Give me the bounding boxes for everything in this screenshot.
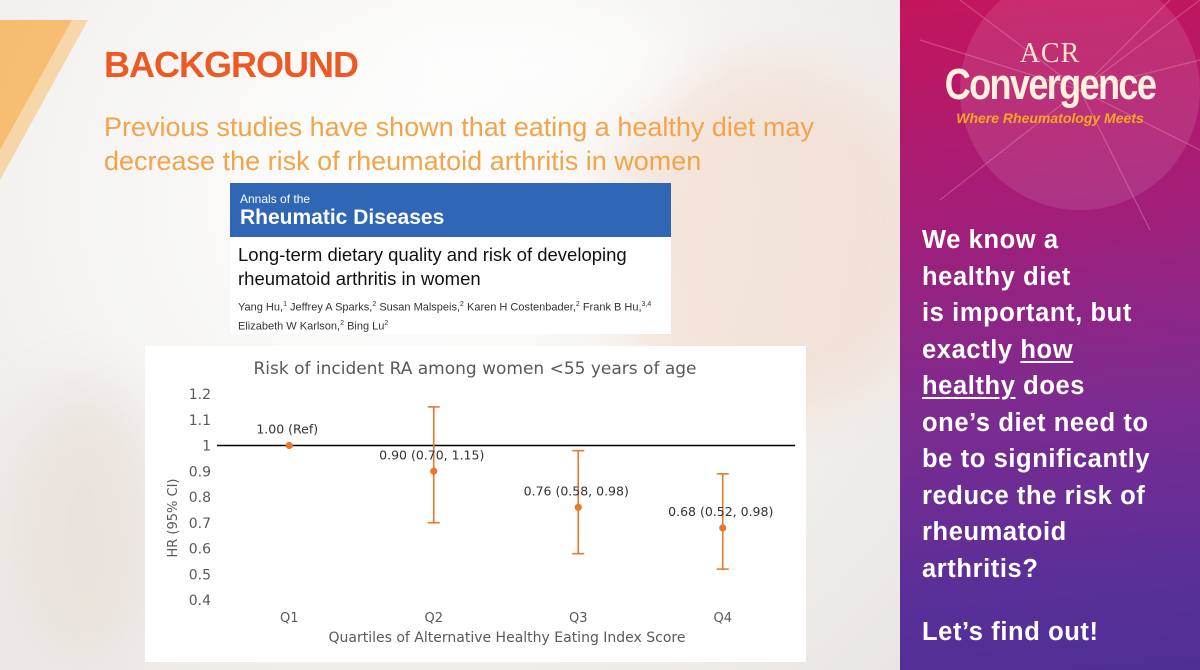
data-point [430,467,438,475]
x-tick-label: Q2 [424,611,443,626]
x-tick-label: Q1 [280,611,299,626]
author-affiliation: 2 [340,319,345,327]
question-line: reduce the risk of [922,481,1146,510]
data-label: 0.68 (0.52, 0.98) [668,504,773,519]
y-tick-label: 0.9 [189,464,211,480]
logo-convergence: Convergence [944,60,1157,109]
question-line: does [1015,372,1086,400]
logo-acr: ACR [1019,38,1081,69]
subtitle-line-2: decrease the risk of rheumatoid arthriti… [104,146,702,176]
question-line: rheumatoid [922,518,1067,546]
hr-chart: Risk of incident RA among women <55 year… [166,359,795,646]
data-point [574,503,582,511]
author: Frank B Hu, [579,301,642,314]
author: Yang Hu, [238,301,284,314]
data-label: 1.00 (Ref) [256,422,318,437]
y-tick-label: 1 [202,439,211,455]
emphasis-healthy: healthy [922,372,1016,400]
paper-header-image: Annals of the Rheumatic Diseases Long-te… [230,183,671,334]
x-tick-label: Q3 [569,611,588,626]
journal-banner: Annals of the Rheumatic Diseases [230,183,671,237]
author: Jeffrey A Sparks, [286,301,373,314]
logo-tagline: Where Rheumatology Meets [956,110,1144,126]
question-line: exactly [922,335,1021,364]
question-line: one’s diet need to [922,408,1149,437]
sidebar-panel: ACR Convergence Where Rheumatology Meets… [900,0,1200,670]
y-tick-label: 0.7 [189,516,211,532]
y-tick-label: 0.5 [189,567,211,583]
journal-prefix: Annals of the [240,192,311,206]
author-affiliation: 2 [575,301,580,308]
chart-title: Risk of incident RA among women <55 year… [253,359,696,379]
data-label: 0.76 (0.58, 0.98) [524,483,629,498]
sidebar-question: We know a healthy diet is important, but… [922,222,1194,587]
y-axis-label: HR (95% CI) [166,478,181,557]
x-axis-label: Quartiles of Alternative Healthy Eating … [329,630,686,646]
paper-title-line-1: Long-term dietary quality and risk of de… [238,244,627,265]
data-point [285,441,293,450]
author-affiliation: 2 [460,301,464,308]
emphasis-how: how [1020,335,1074,364]
paper-authors: Yang Hu,1 Jeffrey A Sparks,2 Susan Malsp… [238,297,661,334]
chart-panel: Risk of incident RA among women <55 year… [145,346,806,662]
y-tick-label: 0.8 [189,490,211,506]
data-label: 0.90 (0.70, 1.15) [379,447,484,462]
question-line: We know a [922,226,1059,254]
author-affiliation: 2 [384,319,389,327]
sidebar-cta: Let’s find out! [922,618,1099,646]
x-tick-label: Q4 [713,611,732,626]
paper-title: Long-term dietary quality and risk of de… [238,243,661,291]
chevron-decoration [0,20,88,180]
paper-title-line-2: rheumatoid arthritis in women [238,268,481,289]
author: Elizabeth W Karlson, [238,320,341,333]
question-line: be to significantly [922,445,1151,473]
journal-name: Rheumatic Diseases [240,206,445,229]
y-tick-label: 1.2 [189,387,211,403]
question-line: arthritis? [922,554,1039,583]
slide-heading: BACKGROUND [104,44,359,85]
question-line: is important, but [922,299,1132,327]
plot-area: 0.4 0.5 0.6 0.7 0.8 0.9 1 1.1 1.2 Q1 Q2 Q3 Q4 1.00 (R… [189,387,795,626]
author-affiliation: 2 [372,301,377,308]
question-line: healthy diet [922,262,1071,291]
author-affiliation: 3,4 [641,301,652,308]
burst-decoration [919,0,1200,231]
y-tick-label: 1.1 [189,413,211,429]
y-tick-label: 0.4 [189,593,211,609]
author-affiliation: 1 [283,301,287,308]
y-tick-label: 0.6 [189,542,211,558]
author: Bing Lu [344,320,385,333]
author: Susan Malspeis, [376,301,461,314]
author: Karen H Costenbader, [463,301,576,314]
slide-subtitle: Previous studies have shown that eating … [104,110,864,178]
subtitle-line-1: Previous studies have shown that eating … [104,112,814,142]
data-point [719,524,727,532]
